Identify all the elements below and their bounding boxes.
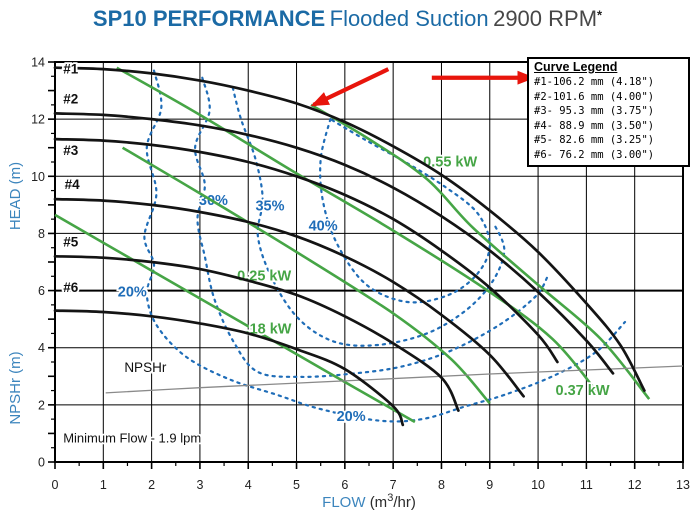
title-subtitle: Flooded Suction: [329, 6, 489, 31]
y-tick-label: 4: [38, 341, 45, 355]
y-axis-label-head: HEAD (m): [7, 161, 24, 231]
legend-entry: #3- 95.3 mm (3.75"): [534, 105, 655, 117]
legend-entry: #1-106.2 mm (4.18"): [534, 76, 655, 88]
pump-curve-label-4: #4: [65, 177, 81, 192]
x-axis-label: FLOW (m3/hr): [55, 492, 683, 511]
npshr-label: NPSHr: [124, 360, 167, 375]
legend-entry: #6- 76.2 mm (3.00"): [534, 148, 655, 161]
power-curve-0.18kw: [54, 213, 416, 424]
x-tick-label: 7: [390, 478, 397, 492]
y-tick-label: 14: [31, 56, 45, 70]
x-tick-label: 8: [438, 478, 445, 492]
x-tick-label: 2: [148, 478, 155, 492]
legend-entry: #5- 82.6 mm (3.25"): [534, 134, 655, 146]
power-label-0.37kw: 0.37 kW: [556, 383, 610, 399]
x-tick-label: 4: [245, 478, 252, 492]
efficiency-label-20: 20%: [118, 284, 147, 300]
page-title: SP10 PERFORMANCE Flooded Suction 2900 RP…: [0, 6, 695, 32]
title-speed: 2900 RPM: [493, 6, 598, 31]
legend-entry: #2-101.6 mm (4.00"): [534, 90, 655, 103]
efficiency-label-20: 20%: [337, 409, 366, 425]
efficiency-contour-40: [319, 118, 491, 304]
legend-entry: #4- 88.9 mm (3.50"): [534, 119, 655, 132]
y-axis-label-npshr: NPSHr (m): [7, 351, 24, 425]
annotation-arrows: [310, 67, 536, 107]
y-tick-label: 2: [38, 398, 45, 412]
efficiency-label-40: 40%: [309, 219, 338, 235]
red-arrow: [310, 67, 390, 107]
pump-curve-6: [53, 309, 405, 427]
pump-curve-label-2: #2: [63, 91, 78, 106]
npshr-layer: NPSHr: [105, 358, 684, 394]
pump-curve-label-5: #5: [63, 234, 79, 249]
y-tick-label: 0: [38, 456, 45, 470]
legend-title: Curve Legend: [534, 60, 618, 74]
power-curve-0.55kw: [310, 103, 651, 400]
x-tick-label: 13: [676, 478, 690, 492]
pump-curve-label-1: #1: [63, 61, 79, 76]
pump-curve-1: [53, 66, 646, 392]
pump-curve-label-3: #3: [63, 143, 79, 158]
power-curve-0.37kw: [116, 66, 597, 392]
x-tick-label: 0: [52, 478, 59, 492]
efficiency-label-35: 35%: [255, 199, 284, 215]
pump-curve-2: [53, 112, 615, 375]
x-tick-label: 9: [486, 478, 493, 492]
y-tick-label: 6: [38, 284, 45, 298]
efficiency-contour-30: [193, 76, 549, 379]
title-footnote-marker: *: [597, 7, 603, 23]
x-tick-label: 12: [628, 478, 642, 492]
power-label-0.55kw: 0.55 kW: [423, 154, 477, 170]
x-axis-label-unit: (m3/hr): [369, 492, 416, 511]
power-label-0.25kw: 0.25 kW: [237, 269, 291, 285]
pump-curve-5: [53, 254, 460, 412]
y-tick-label: 8: [38, 227, 45, 241]
x-tick-label: 5: [293, 478, 300, 492]
pump-curves: #1 #2 #3 #4 #5 #6: [53, 60, 646, 427]
x-tick-label: 11: [580, 478, 593, 492]
curve-legend: Curve Legend #1-106.2 mm (4.18") #2-101.…: [527, 57, 690, 167]
efficiency-contour-20: [143, 69, 627, 423]
x-tick-label: 3: [196, 478, 203, 492]
y-tick-label: 12: [31, 113, 45, 127]
pump-curve-label-6: #6: [63, 280, 79, 295]
title-product: SP10 PERFORMANCE: [92, 6, 326, 31]
x-tick-label: 10: [531, 478, 545, 492]
x-tick-label: 6: [341, 478, 348, 492]
minimum-flow-note: Minimum Flow - 1.9 lpm: [63, 431, 201, 446]
efficiency-contour-35: [231, 86, 506, 347]
power-curve-0.25kw: [121, 146, 491, 405]
x-tick-label: 1: [100, 478, 107, 492]
pump-curve-3: [53, 137, 559, 364]
y-tick-label: 10: [31, 170, 45, 184]
pump-curve-4: [53, 197, 525, 398]
npshr-curve: [105, 365, 684, 394]
x-axis-label-flow: FLOW: [322, 494, 366, 511]
